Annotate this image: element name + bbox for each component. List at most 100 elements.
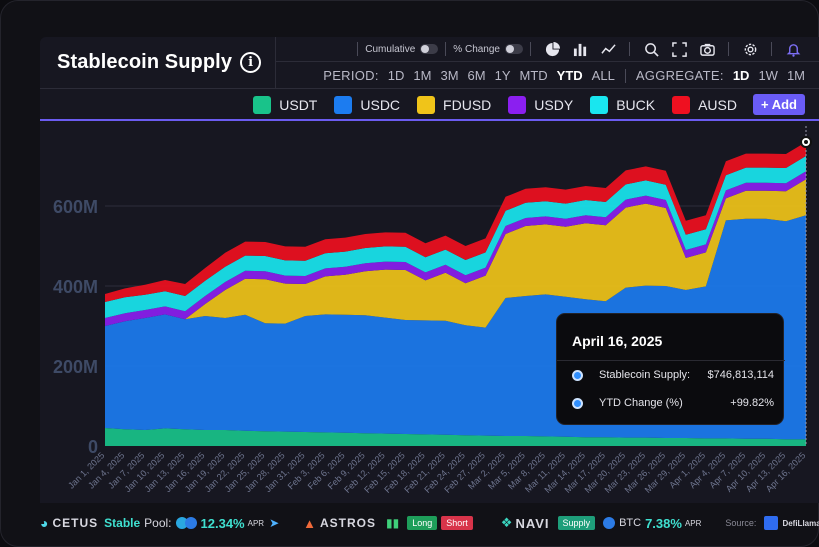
candles-icon: ▮▮ xyxy=(386,516,400,530)
tooltip-value: $746,813,114 xyxy=(707,369,774,381)
legend-swatch xyxy=(508,95,527,114)
legend-label: BUCK xyxy=(616,96,656,113)
navi-sponsor[interactable]: ❖ NAVI Supply BTC 7.38% APR xyxy=(501,515,702,531)
token-pair-icon xyxy=(175,517,197,529)
navi-logo-icon: ❖ xyxy=(500,515,513,530)
legend-label: AUSD xyxy=(698,96,737,113)
source-info[interactable]: Source: DefiLlama xyxy=(725,516,819,530)
add-series-button[interactable]: + Add xyxy=(753,94,805,115)
period-option-1y[interactable]: 1Y xyxy=(494,68,511,83)
aggregate-option-1d[interactable]: 1D xyxy=(732,68,750,83)
y-tick-label: 600M xyxy=(53,197,98,217)
cetus-name: CETUS xyxy=(52,516,99,530)
defillama-logo-icon xyxy=(764,516,779,530)
aggregate-option-1m[interactable]: 1M xyxy=(786,68,805,83)
y-tick-label: 200M xyxy=(53,357,98,377)
cetus-logo-icon: ◕ xyxy=(40,515,49,531)
period-option-6m[interactable]: 6M xyxy=(467,68,486,83)
title-box: Stablecoin Supply i xyxy=(40,37,276,89)
legend-item-ausd[interactable]: AUSD xyxy=(672,95,737,114)
cetus-apr-label: APR xyxy=(247,518,265,528)
legend-label: USDY xyxy=(534,96,574,113)
tooltip-divider xyxy=(557,360,785,361)
period-option-all[interactable]: ALL xyxy=(591,68,615,83)
period-option-1d[interactable]: 1D xyxy=(387,68,405,83)
cumulative-toggle[interactable] xyxy=(420,44,439,54)
pct-change-label: % Change xyxy=(453,43,500,55)
y-tick-label: 400M xyxy=(53,277,98,297)
navi-name: NAVI xyxy=(515,515,550,531)
legend: USDT USDC FDUSD USDY BUCK AUSD + Add xyxy=(40,90,819,121)
hover-marker-center xyxy=(804,140,808,144)
period-option-ytd[interactable]: YTD xyxy=(556,68,583,83)
legend-label: USDT xyxy=(279,96,318,113)
legend-item-fdusd[interactable]: FDUSD xyxy=(417,95,492,114)
area-series-usdy[interactable] xyxy=(105,171,806,326)
period-option-mtd[interactable]: MTD xyxy=(519,68,548,83)
toolbar: Cumulative % Change xyxy=(276,37,819,62)
tooltip-dot xyxy=(572,397,583,409)
astros-name: ASTROS xyxy=(320,516,377,530)
area-series-usdt[interactable] xyxy=(105,428,806,446)
page-title: Stablecoin Supply xyxy=(57,51,233,73)
tooltip-value: +99.82% xyxy=(730,397,774,409)
pie-chart-icon[interactable] xyxy=(544,41,560,57)
period-option-3m[interactable]: 3M xyxy=(440,68,459,83)
period-row: PERIOD: 1D 1M 3M 6M 1Y MTD YTD ALL AGGRE… xyxy=(276,63,819,89)
tooltip-row-ytd: YTD Change (%) +99.82% xyxy=(572,397,774,409)
legend-swatch xyxy=(253,95,272,114)
btc-icon xyxy=(603,517,616,529)
aggregate-option-1w[interactable]: 1W xyxy=(758,68,778,83)
search-icon[interactable] xyxy=(643,41,659,57)
settings-icon[interactable] xyxy=(742,41,758,57)
legend-swatch xyxy=(672,95,691,114)
tooltip-label: Stablecoin Supply: xyxy=(599,369,691,381)
area-series-ausd[interactable] xyxy=(105,142,806,302)
cumulative-label: Cumulative xyxy=(365,43,416,55)
astros-logo-icon: ▲ xyxy=(303,515,316,531)
legend-item-usdc[interactable]: USDC xyxy=(334,95,401,114)
toolbar-divider xyxy=(629,42,630,56)
source-label: Source: xyxy=(725,518,757,528)
y-tick-label: 0 xyxy=(88,437,98,457)
aggregate-label: AGGREGATE: xyxy=(635,68,724,83)
tooltip-dot xyxy=(572,369,583,381)
legend-item-buck[interactable]: BUCK xyxy=(590,95,656,114)
cetus-pool-label: Pool: xyxy=(144,516,172,530)
area-series-fdusd[interactable] xyxy=(105,179,806,328)
legend-swatch xyxy=(417,95,436,114)
legend-label: FDUSD xyxy=(443,96,492,113)
fullscreen-icon[interactable] xyxy=(671,41,687,57)
period-label: PERIOD: xyxy=(323,68,379,83)
chart-tooltip: April 16, 2025 Stablecoin Supply: $746,8… xyxy=(556,313,785,425)
toolbar-divider xyxy=(357,42,359,56)
legend-swatch xyxy=(334,95,353,114)
navi-apr-value: 7.38% xyxy=(645,515,682,531)
period-option-1m[interactable]: 1M xyxy=(413,68,432,83)
area-series-buck[interactable] xyxy=(105,156,806,318)
astros-sponsor[interactable]: ▲ ASTROS ▮▮ Long Short xyxy=(303,516,477,531)
cetus-arrow-icon: ➤ xyxy=(269,516,280,530)
info-icon[interactable]: i xyxy=(240,52,262,73)
legend-item-usdt[interactable]: USDT xyxy=(253,95,318,114)
line-chart-icon[interactable] xyxy=(600,41,616,57)
bell-icon[interactable] xyxy=(785,41,801,57)
legend-label: USDC xyxy=(360,96,401,113)
navi-apr-label: APR xyxy=(684,518,702,528)
pct-change-toggle[interactable] xyxy=(505,44,523,54)
legend-swatch xyxy=(590,95,609,114)
supply-button[interactable]: Supply xyxy=(557,516,596,530)
toolbar-divider xyxy=(728,42,729,56)
camera-icon[interactable] xyxy=(699,41,715,57)
legend-item-usdy[interactable]: USDY xyxy=(508,95,574,114)
source-name: DefiLlama xyxy=(782,518,819,528)
navi-asset: BTC xyxy=(619,517,642,529)
cetus-sponsor[interactable]: ◕ CETUS Stable Pool: 12.34% APR ➤ xyxy=(40,515,279,531)
bar-chart-icon[interactable] xyxy=(572,41,588,57)
short-button[interactable]: Short xyxy=(441,516,473,530)
cetus-apr-value: 12.34% xyxy=(200,515,245,531)
long-button[interactable]: Long xyxy=(407,516,438,530)
sponsor-bar: ◕ CETUS Stable Pool: 12.34% APR ➤ ▲ ASTR… xyxy=(40,506,819,540)
toolbar-divider xyxy=(771,42,772,56)
